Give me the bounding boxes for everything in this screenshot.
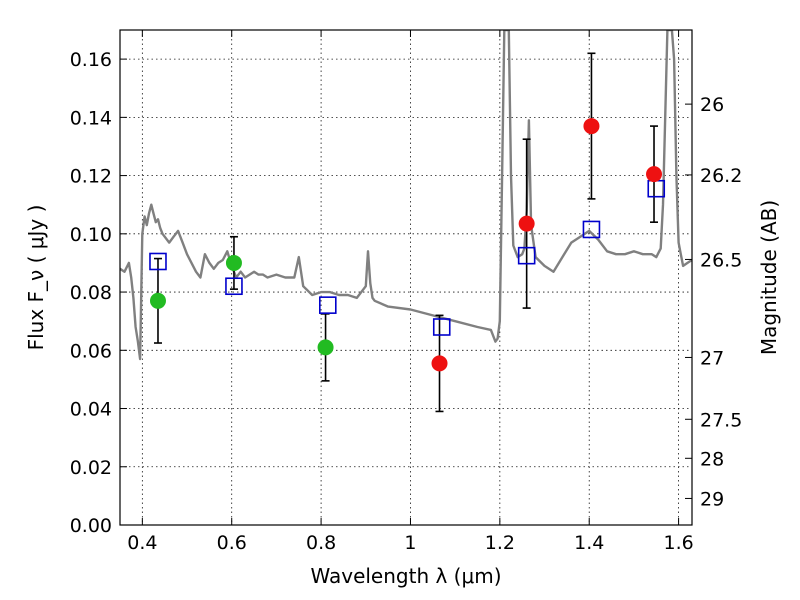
- model-photometry-square: [647, 179, 666, 198]
- grid-lines: [120, 30, 692, 526]
- observed-flux-point: [646, 166, 663, 183]
- x-tick-label: 1.2: [485, 532, 515, 554]
- x-tick-label: 1.4: [574, 532, 604, 554]
- y-tick-label: 0.10: [70, 224, 112, 246]
- plot-frame: [119, 29, 693, 526]
- observed-flux-point: [149, 292, 166, 309]
- x-tick-label: 0.6: [217, 532, 247, 554]
- error-bars: [153, 52, 659, 413]
- x-tick-label: 0.8: [306, 532, 336, 554]
- model-photometry-square: [149, 252, 167, 271]
- right-tick-label: 26: [700, 94, 724, 116]
- model-photometry-square: [517, 246, 536, 265]
- right-tick-label: 29: [700, 488, 724, 510]
- model-photometry-square: [582, 220, 601, 239]
- y-tick-label: 0.06: [70, 340, 112, 362]
- observed-flux-point: [431, 355, 448, 372]
- x-tick-label: 0.4: [127, 532, 157, 554]
- x-axis-label: Wavelength λ (μm): [310, 564, 501, 588]
- right-tick-label: 28: [700, 448, 724, 470]
- y-tick-label: 0.08: [70, 282, 112, 304]
- model-spectrum: [120, 30, 692, 361]
- y-tick-label: 0.00: [70, 515, 112, 537]
- x-tick-label: 1: [404, 532, 416, 554]
- data-markers: [149, 118, 666, 372]
- right-tick-label: 26.2: [700, 165, 742, 187]
- right-tick-label: 27: [700, 347, 724, 369]
- observed-flux-point: [317, 339, 334, 356]
- y-tick-label: 0.16: [70, 49, 112, 71]
- x-tick-label: 1.6: [663, 532, 693, 554]
- axis-ticks: 0.4 0.6 0.8 1 1.2 1.4 1.6 0.00 0.02 0.04 0.06 0.08 0…: [70, 30, 742, 554]
- model-spectrum-line: [120, 30, 692, 361]
- observed-flux-point: [518, 215, 535, 232]
- y-axis-label: Flux F_ν ( μJy ): [24, 205, 48, 351]
- y-tick-label: 0.02: [70, 457, 112, 479]
- model-photometry-square: [318, 296, 337, 314]
- observed-flux-point: [225, 254, 242, 271]
- right-tick-label: 26.5: [700, 249, 742, 271]
- right-tick-label: 27.5: [700, 409, 742, 431]
- y-tick-label: 0.12: [70, 166, 112, 188]
- observed-flux-point: [583, 118, 600, 135]
- model-photometry-square: [432, 318, 451, 336]
- model-photometry-square: [225, 277, 243, 296]
- y-axis-right-label: Magnitude (AB): [757, 200, 781, 355]
- y-tick-label: 0.14: [70, 107, 112, 129]
- y-tick-label: 0.04: [70, 399, 112, 421]
